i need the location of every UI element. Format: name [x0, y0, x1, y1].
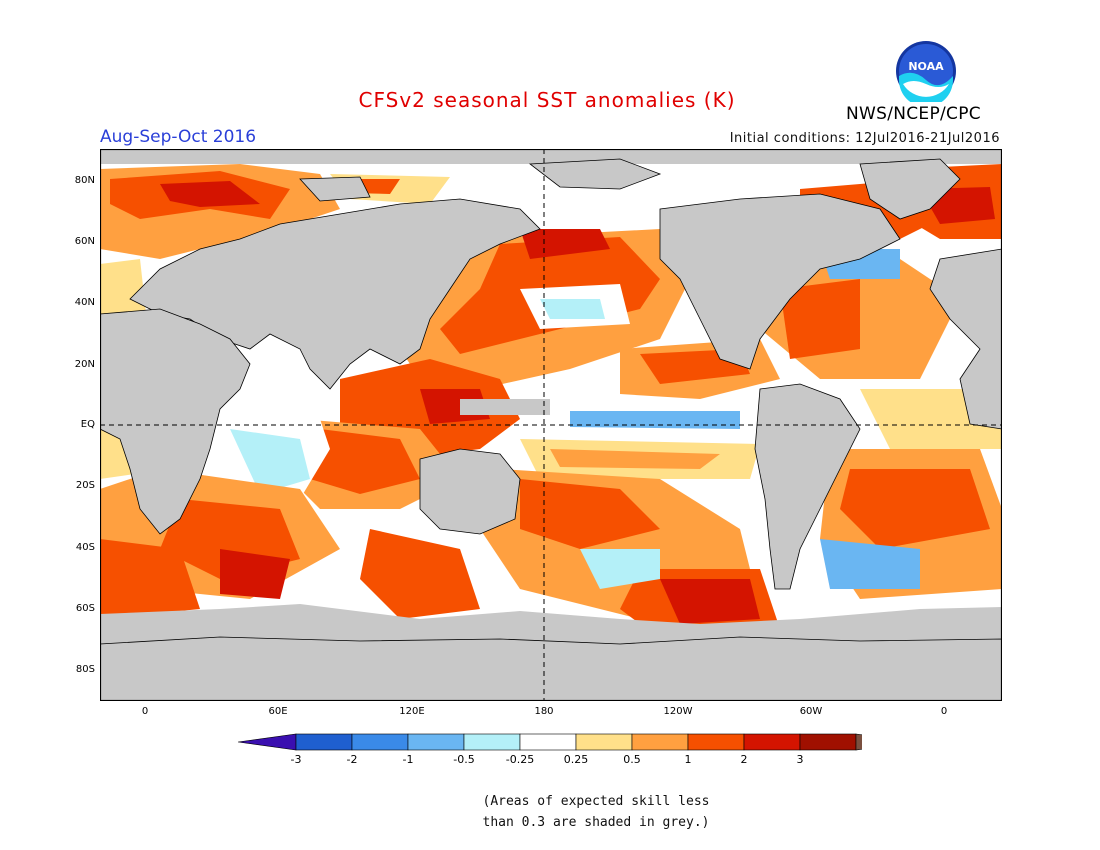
skill-note-line1: (Areas of expected skill less: [482, 794, 710, 809]
colorbar-segment: [687, 733, 745, 751]
colorbar-segment: [799, 733, 857, 751]
lon-label-0-right: 0: [940, 706, 948, 717]
skill-note: (Areas of expected skill less than 0.3 a…: [0, 791, 1100, 833]
colorbar-segment: [575, 733, 633, 751]
colorbar-label: 3: [796, 753, 804, 766]
sst-anomaly-map: [100, 149, 1002, 701]
lat-label-80n: 80N: [74, 175, 95, 186]
initial-conditions-label: Initial conditions: 12Jul2016-21Jul2016: [729, 131, 1000, 146]
colorbar: [238, 733, 862, 751]
colorbar-label: -3: [290, 753, 302, 766]
lon-label-60e: 60E: [268, 706, 288, 717]
colorbar-segment: [463, 733, 521, 751]
noaa-logo-text: NOAA: [908, 60, 944, 73]
lat-label-20s: 20S: [75, 480, 95, 491]
colorbar-segment: [295, 733, 353, 751]
lon-label-120w: 120W: [663, 706, 693, 717]
colorbar-label: -0.5: [453, 753, 475, 766]
colorbar-label: 0.25: [563, 753, 589, 766]
lat-label-60s: 60S: [75, 603, 95, 614]
colorbar-segment: [631, 733, 689, 751]
colorbar-label: 2: [740, 753, 748, 766]
colorbar-segment: [351, 733, 409, 751]
lat-label-40n: 40N: [74, 297, 95, 308]
lat-label-60n: 60N: [74, 236, 95, 247]
lat-label-80s: 80S: [75, 664, 95, 675]
colorbar-label: 1: [684, 753, 692, 766]
colorbar-segment: [519, 733, 577, 751]
land-masses: [100, 158, 1002, 701]
colorbar-segment: [407, 733, 465, 751]
colorbar-arrow-low: [238, 733, 297, 751]
lat-label-20n: 20N: [74, 359, 95, 370]
lat-label-eq: EQ: [80, 419, 95, 430]
map-frame: [100, 149, 1002, 701]
lon-label-180: 180: [534, 706, 554, 717]
colorbar-label: -1: [402, 753, 414, 766]
colorbar-segment: [743, 733, 801, 751]
colorbar-arrow-high: [855, 733, 862, 751]
colorbar-label: 0.5: [623, 753, 641, 766]
agency-label: NWS/NCEP/CPC: [846, 104, 981, 124]
colorbar-label: -0.25: [505, 753, 535, 766]
anomaly-fields: [100, 164, 1002, 639]
lon-label-0: 0: [141, 706, 149, 717]
lon-label-60w: 60W: [799, 706, 823, 717]
lon-label-120e: 120E: [399, 706, 425, 717]
chart-title: CFSv2 seasonal SST anomalies (K): [358, 88, 736, 112]
skill-note-line2: than 0.3 are shaded in grey.): [482, 815, 710, 830]
lat-label-40s: 40S: [75, 542, 95, 553]
noaa-logo: NOAA: [896, 41, 956, 102]
season-label: Aug-Sep-Oct 2016: [100, 127, 257, 147]
colorbar-label: -2: [346, 753, 358, 766]
